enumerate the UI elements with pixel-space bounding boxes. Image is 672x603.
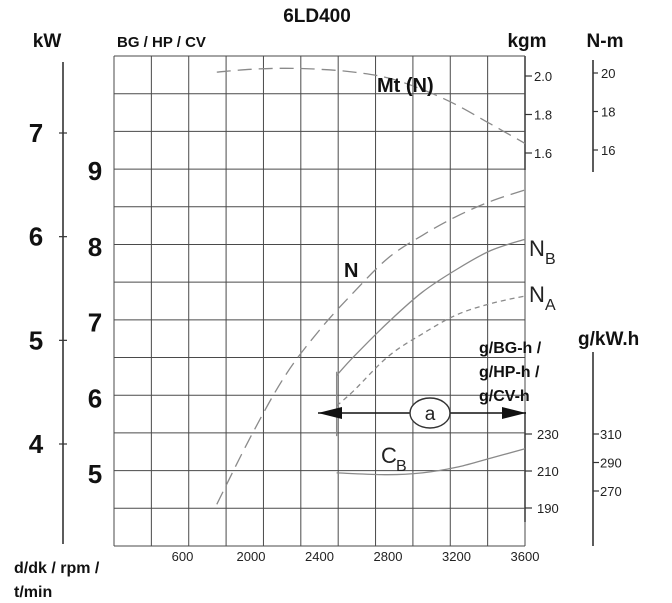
kw-axis-label: kW bbox=[33, 31, 62, 52]
g-hp-tick-label: 230 bbox=[537, 427, 559, 442]
grid bbox=[113, 55, 526, 547]
tick-marks bbox=[59, 72, 599, 509]
curve-label-mt: Mt (N) bbox=[377, 75, 434, 97]
range-arrow-a: a bbox=[318, 397, 526, 429]
curve-label-nb: N B bbox=[529, 236, 556, 268]
series-na-curve bbox=[336, 295, 526, 407]
kgm-axis-label: kgm bbox=[507, 31, 546, 52]
x-tick-label: 600 bbox=[172, 549, 194, 564]
x-tick-label: 2000 bbox=[237, 549, 266, 564]
svg-text:B: B bbox=[396, 458, 407, 475]
g-kw-tick-label: 290 bbox=[600, 456, 622, 471]
hp-tick-label: 5 bbox=[88, 459, 102, 489]
nm-tick-label: 16 bbox=[601, 143, 615, 158]
g-kw-tick-label: 270 bbox=[600, 484, 622, 499]
g-hp-tick-label: 210 bbox=[537, 464, 559, 479]
g-hp-axis-label-line2: g/HP-h / bbox=[479, 364, 540, 381]
g-hp-tick-label: 190 bbox=[537, 501, 559, 516]
kw-tick-label: 6 bbox=[29, 222, 43, 252]
series-nb-curve bbox=[336, 238, 526, 376]
hp-tick-label: 6 bbox=[88, 383, 102, 413]
x-tick-label: 2800 bbox=[374, 549, 403, 564]
series-n-curve bbox=[216, 189, 526, 505]
curve-label-na: N A bbox=[529, 282, 556, 314]
g-kw-tick-label: 310 bbox=[600, 427, 622, 442]
hp-tick-label: 7 bbox=[88, 308, 102, 338]
svg-text:N: N bbox=[529, 236, 545, 261]
x-tick-label: 3200 bbox=[442, 549, 471, 564]
svg-text:N: N bbox=[529, 282, 545, 307]
x-axis-label-line1: d/dk / rpm / bbox=[14, 560, 100, 577]
g-kw-axis-label: g/kW.h bbox=[578, 329, 639, 350]
kw-tick-label: 4 bbox=[29, 429, 44, 459]
kgm-tick-label: 2.0 bbox=[534, 69, 552, 84]
series-cb-curve bbox=[336, 448, 526, 476]
curve-label-n: N bbox=[344, 260, 358, 282]
svg-text:B: B bbox=[545, 251, 556, 268]
hp-tick-label: 9 bbox=[88, 156, 102, 186]
nm-tick-label: 20 bbox=[601, 66, 615, 81]
hp-tick-label: 8 bbox=[88, 232, 102, 262]
svg-text:A: A bbox=[545, 297, 556, 314]
nm-tick-label: 18 bbox=[601, 105, 615, 120]
range-arrow-label: a bbox=[425, 404, 436, 425]
series-mt-curve bbox=[216, 67, 526, 144]
hp-axis-label: BG / HP / CV bbox=[117, 34, 206, 51]
kgm-tick-label: 1.6 bbox=[534, 146, 552, 161]
svg-text:C: C bbox=[381, 443, 397, 468]
chart-title: 6LD400 bbox=[283, 6, 351, 27]
g-hp-axis-label-line1: g/BG-h / bbox=[479, 340, 542, 357]
nm-axis-label: N-m bbox=[587, 31, 624, 52]
x-tick-label: 2400 bbox=[305, 549, 334, 564]
x-tick-label: 3600 bbox=[511, 549, 540, 564]
kw-tick-label: 5 bbox=[29, 325, 43, 355]
x-axis-label-line2: t/min bbox=[14, 584, 52, 601]
g-hp-axis-label-line3: g/CV-h bbox=[479, 388, 530, 405]
kgm-tick-label: 1.8 bbox=[534, 108, 552, 123]
kw-tick-label: 7 bbox=[29, 118, 43, 148]
curve-label-cb: C B bbox=[381, 443, 407, 475]
series bbox=[216, 67, 526, 505]
tick-labels: 600 2000 2400 2800 3200 3600 4 5 6 7 5 6 7 8 9 2.0 1.8 1.… bbox=[29, 66, 622, 564]
